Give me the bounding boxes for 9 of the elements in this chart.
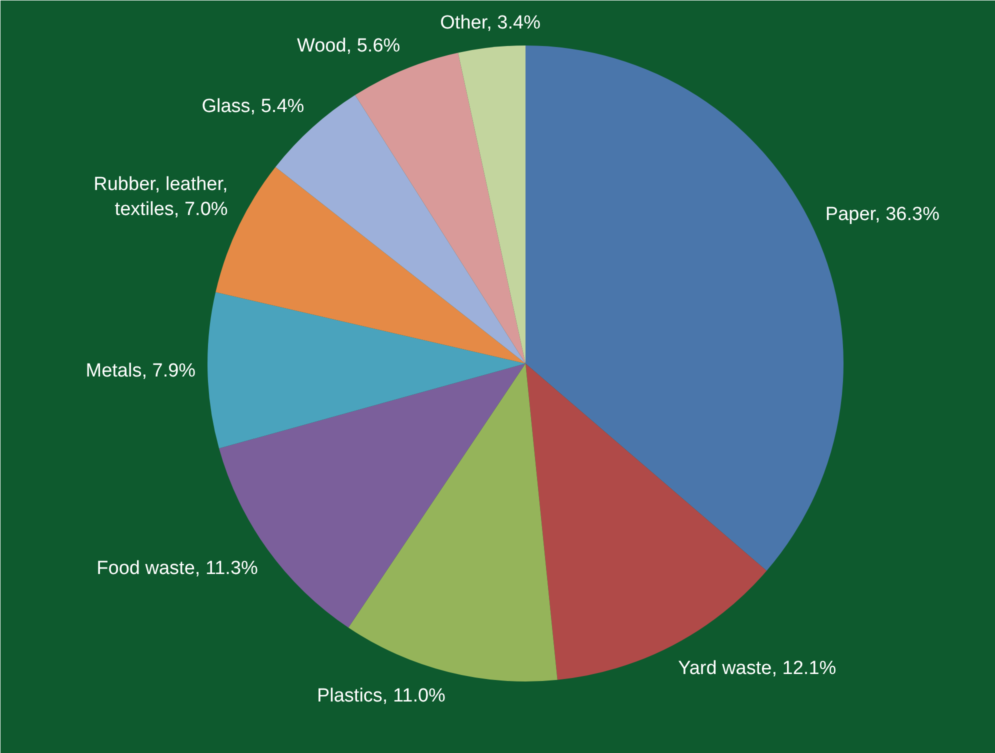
slice-label: Yard waste, 12.1% <box>678 658 836 679</box>
slice-label: Paper, 36.3% <box>825 204 940 225</box>
slice-label: Rubber, leather, textiles, 7.0% <box>94 174 228 220</box>
slice-label: Plastics, 11.0% <box>316 686 446 707</box>
slice-label: Food waste, 11.3% <box>96 558 258 579</box>
slice-label: Metals, 7.9% <box>86 360 196 382</box>
slice-label: Wood, 5.6% <box>297 35 400 56</box>
slice-label: Glass, 5.4% <box>202 96 304 118</box>
slice-label: Other, 3.4% <box>440 12 541 34</box>
